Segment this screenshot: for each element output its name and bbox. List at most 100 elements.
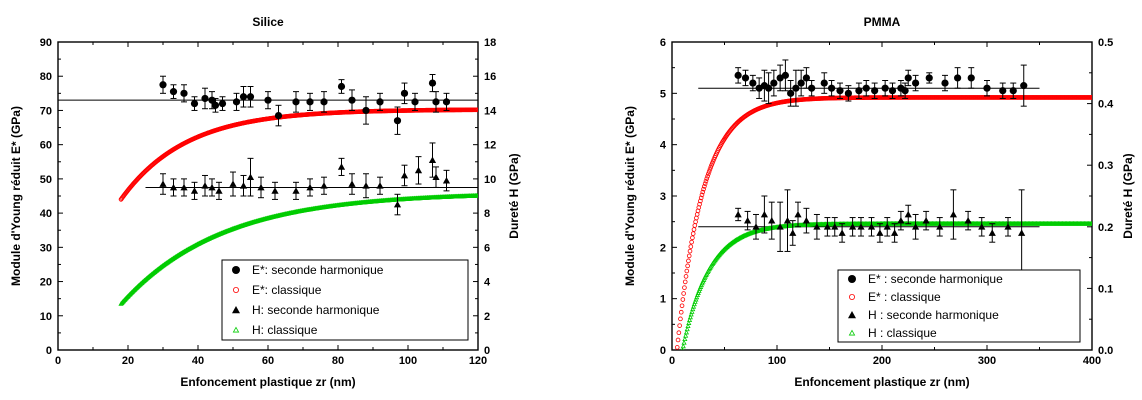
- series-point: [871, 87, 879, 95]
- series-point: [844, 89, 853, 97]
- series-point: [680, 347, 685, 350]
- legend-marker: [848, 275, 856, 283]
- series-point: [949, 210, 957, 218]
- series-point: [229, 180, 237, 187]
- series-point: [678, 309, 684, 315]
- series-point: [836, 87, 844, 95]
- legend-marker: [232, 286, 239, 293]
- y-tick-label: 70: [40, 105, 52, 117]
- series-point: [232, 98, 241, 106]
- series-point: [867, 223, 876, 230]
- legend-label: H: seconde harmonique: [252, 303, 380, 317]
- series-point: [978, 223, 986, 230]
- series-point: [912, 223, 920, 230]
- y2-tick-label: 0.1: [1098, 283, 1113, 295]
- legend-marker: [849, 293, 856, 300]
- series-point: [857, 223, 865, 230]
- series-point: [442, 177, 451, 184]
- y2-tick-label: 18: [484, 37, 496, 49]
- series-point: [159, 180, 167, 187]
- legend-label: E* : classique: [868, 290, 941, 304]
- legend-box: [837, 269, 1081, 343]
- series-point: [768, 217, 776, 224]
- series-point: [941, 79, 949, 87]
- x-tick-label: 300: [978, 355, 996, 367]
- series-point: [687, 248, 693, 254]
- y2-tick-label: 4: [484, 277, 491, 289]
- legend-marker: [232, 266, 240, 274]
- series-point: [393, 200, 402, 208]
- series-point: [694, 294, 700, 300]
- y2-tick-label: 0: [484, 345, 490, 357]
- series-point: [702, 184, 707, 189]
- series-point: [683, 332, 689, 338]
- y2-axis-label: Dureté H (GPa): [1121, 153, 1135, 238]
- series-point: [698, 195, 704, 201]
- series-point: [257, 183, 265, 191]
- series-point: [691, 227, 697, 232]
- series-point: [688, 244, 694, 249]
- series-point: [674, 345, 680, 350]
- series-point: [201, 182, 209, 189]
- y-tick-label: 1: [660, 294, 666, 306]
- y2-tick-label: 2: [484, 311, 490, 323]
- series-point: [691, 301, 697, 307]
- series-point: [337, 82, 346, 91]
- series-point: [888, 87, 897, 95]
- series-point: [692, 299, 698, 304]
- series-point: [474, 193, 478, 198]
- series-point: [159, 81, 167, 89]
- series-point: [688, 311, 694, 317]
- series-point: [428, 156, 437, 163]
- series-1: [734, 59, 1028, 107]
- y-axis-label: Module d'Young réduit E* (GPa): [9, 106, 23, 286]
- series-point: [770, 79, 778, 87]
- series-point: [752, 223, 760, 230]
- series-point: [306, 98, 314, 106]
- series-point: [708, 164, 714, 170]
- y2-tick-label: 10: [484, 174, 496, 186]
- series-point: [883, 223, 891, 230]
- series-point: [1009, 87, 1017, 95]
- series-point: [709, 162, 714, 168]
- series-point: [693, 296, 699, 302]
- y-tick-label: 4: [660, 140, 667, 152]
- series-4: [118, 193, 478, 306]
- series-point: [936, 223, 944, 230]
- data-layer: [58, 74, 478, 306]
- series-point: [881, 84, 889, 92]
- legend-marker: [848, 311, 856, 319]
- y-axis-label: Module d'Young réduit E* (GPa): [623, 106, 637, 286]
- x-tick-label: 20: [122, 355, 134, 367]
- series-point: [239, 182, 248, 189]
- series-point: [783, 217, 792, 224]
- series-point: [292, 98, 300, 106]
- series-point: [693, 219, 698, 225]
- x-tick-label: 400: [1083, 355, 1101, 367]
- legend: E*: seconde harmonique E*: classique H: se…: [221, 259, 469, 341]
- series-point: [704, 176, 710, 181]
- series-point: [904, 210, 912, 218]
- series-point: [855, 87, 863, 95]
- series-point: [169, 183, 178, 191]
- series-point: [776, 223, 784, 230]
- series-point: [337, 163, 346, 170]
- series-point: [677, 323, 682, 328]
- series-point: [983, 84, 991, 92]
- series-point: [681, 291, 686, 296]
- series-point: [741, 74, 750, 82]
- series-point: [190, 100, 199, 108]
- y2-tick-label: 0.0: [1098, 345, 1113, 357]
- legend: E* : seconde harmonique E* : classique H :…: [837, 269, 1081, 343]
- series-point: [813, 223, 821, 230]
- series-2: [118, 107, 478, 202]
- series-point: [690, 303, 697, 309]
- legend-marker: [848, 329, 856, 336]
- series-point: [954, 74, 962, 82]
- series-point: [320, 182, 328, 189]
- series-point: [690, 231, 696, 236]
- series-point: [1089, 95, 1092, 100]
- chart-title: Silice: [252, 15, 284, 29]
- series-point: [1004, 223, 1012, 230]
- legend-marker: [232, 306, 240, 314]
